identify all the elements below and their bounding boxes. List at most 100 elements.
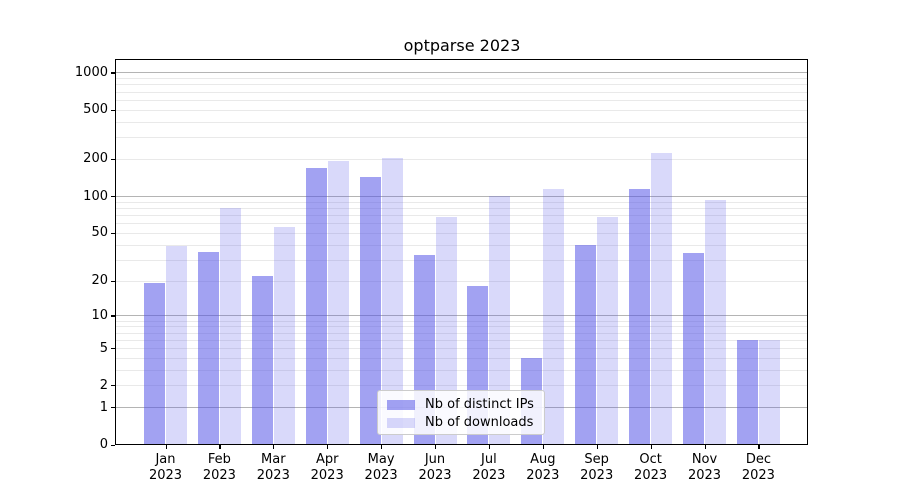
bar-downloads-jan [166,245,187,445]
xtick-label-mar: Mar 2023 [256,452,290,483]
gridline-minor-700 [116,91,807,93]
gridline-minor-70 [116,214,807,216]
bar-ips-oct [629,189,651,445]
gridline-minor-5 [116,348,807,349]
bar-downloads-apr [327,160,349,445]
gridline-minor-9 [116,320,807,322]
ytick-mark-5 [111,348,115,350]
legend: Nb of distinct IPs Nb of downloads [377,390,545,435]
xtick-label-jan: Jan 2023 [148,452,183,483]
legend-label-downloads: Nb of downloads [425,415,534,430]
xtick-label-feb: Feb 2023 [202,452,236,483]
gridline-minor-2 [116,385,807,387]
bar-downloads-may [381,157,403,445]
legend-item-downloads: Nb of downloads [378,414,544,432]
xtick-mark-dec [758,445,760,449]
ytick-label-1000: 1000 [74,64,108,80]
bar-ips-sep [575,244,597,445]
gridline-minor-90 [116,201,807,203]
ytick-label-500: 500 [83,102,108,118]
bar-ips-apr [305,167,327,445]
plot-area [115,59,808,445]
xtick-label-jul: Jul 2023 [472,452,506,483]
gridline-minor-20 [116,280,807,282]
ytick-label-5: 5 [99,340,108,356]
xtick-label-apr: Apr 2023 [310,452,344,483]
bar-ips-dec [736,339,758,445]
gridline-major-100 [116,196,807,197]
bar-ips-feb [197,251,219,445]
xtick-mark-nov [704,445,706,449]
gridline-minor-30 [116,259,807,261]
gridline-minor-600 [116,99,807,101]
ytick-label-100: 100 [83,188,108,204]
bar-ips-may [359,177,381,445]
ytick-label-20: 20 [91,273,108,288]
bar-ips-mar [251,275,273,445]
ytick-label-2: 2 [99,377,108,393]
ytick-label-200: 200 [83,151,108,167]
gridline-minor-800 [116,84,807,86]
xtick-label-oct: Oct 2023 [634,452,668,483]
xtick-label-jun: Jun 2023 [418,452,452,483]
xtick-label-dec: Dec 2023 [741,452,775,483]
chart-title: optparse 2023 [403,36,521,55]
ytick-mark-100 [111,196,115,198]
bar-downloads-aug [543,189,565,445]
ytick-mark-1 [111,407,115,409]
gridline-minor-200 [116,158,807,160]
xtick-mark-jan [165,445,167,449]
bar-downloads-dec [758,339,780,445]
bar-downloads-sep [597,217,619,445]
gridline-minor-50 [116,232,807,234]
gridline-minor-3 [116,369,807,371]
gridline-minor-7 [116,332,807,334]
gridline-minor-500 [116,109,807,111]
gridline-minor-40 [116,244,807,246]
ytick-mark-0 [111,444,115,446]
ytick-mark-500 [111,109,115,111]
xtick-mark-feb [219,445,221,449]
xtick-mark-oct [650,445,652,449]
bar-downloads-jun [435,217,457,445]
gridline-major-1000 [116,72,807,74]
xtick-mark-jul [488,445,491,449]
gridline-minor-80 [116,207,807,209]
xtick-mark-may [381,445,383,449]
legend-swatch-downloads [387,418,415,428]
xtick-mark-apr [327,445,329,449]
bar-downloads-mar [273,226,295,445]
ytick-mark-1000 [111,72,115,74]
xtick-label-sep: Sep 2023 [580,452,614,483]
gridline-minor-400 [116,121,807,123]
xtick-mark-mar [273,445,275,449]
ytick-mark-2 [111,385,115,387]
bar-downloads-jul [489,196,511,445]
ytick-label-10: 10 [91,307,108,323]
ytick-label-50: 50 [91,225,108,241]
ytick-mark-10 [111,315,115,317]
xtick-mark-sep [596,445,598,449]
bar-ips-nov [683,253,704,445]
gridline-minor-4 [116,357,807,359]
xtick-label-may: May 2023 [364,452,398,483]
ytick-label-0: 0 [99,437,108,452]
ytick-mark-20 [111,280,115,282]
gridline-major-10 [116,315,807,317]
gridline-minor-300 [116,137,807,139]
gridline-minor-900 [116,78,807,80]
xtick-label-nov: Nov 2023 [687,452,722,483]
ytick-mark-50 [111,232,115,234]
legend-label-distinct-ips: Nb of distinct IPs [425,397,534,412]
xtick-mark-aug [542,445,544,449]
xtick-mark-jun [435,445,437,449]
gridline-minor-60 [116,223,807,225]
gridline-minor-8 [116,326,807,328]
legend-swatch-distinct-ips [387,400,415,410]
bar-downloads-oct [651,152,673,445]
legend-item-distinct-ips: Nb of distinct IPs [378,396,544,414]
ytick-mark-200 [111,158,115,161]
bar-downloads-nov [705,200,726,445]
ytick-label-1: 1 [99,399,108,415]
